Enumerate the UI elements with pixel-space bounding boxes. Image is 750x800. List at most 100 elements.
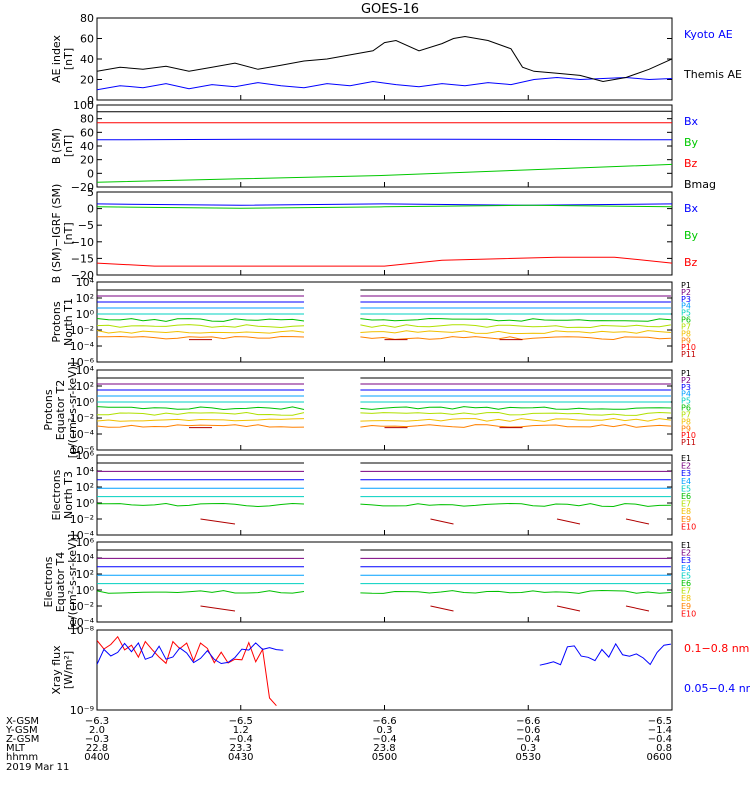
y-tick-label: 10⁻² [70, 513, 94, 526]
y-axis-label: Equator T4 [54, 552, 67, 612]
y-axis-label: B (SM)−IGRF (SM) [50, 184, 63, 284]
panel-7: 10⁻⁴ 10⁻² 10⁰ 10² 10⁴ 10⁶ Electrons Equator T4[… [42, 534, 696, 630]
y-tick-label: 10⁴ [76, 276, 95, 289]
y-tick-label: 10² [76, 481, 94, 494]
low-flux-segment [200, 605, 236, 612]
series-line-by [97, 163, 672, 183]
y-tick-label: 20 [80, 74, 94, 87]
low-flux-segment [625, 518, 650, 525]
series-line-bx [97, 203, 672, 206]
y-axis-label: [e/(cm²-s-sr-keV)] [66, 534, 79, 630]
footer-value: −0.4 [648, 734, 672, 745]
footer-value: 0.3 [520, 743, 536, 754]
panel-8: 10⁻⁹ 10⁻⁸ Xray flux [W/m²] 0.1−0.8 nm 0.05−0.… [50, 624, 750, 717]
channel-E6 [360, 589, 671, 594]
panel-frame [96, 629, 673, 711]
channel-P6 [97, 406, 305, 411]
y-tick-label: 10⁻² [70, 412, 94, 425]
legend-e1: E1 [681, 541, 691, 550]
footer-value: 0500 [372, 752, 397, 763]
series-line-bz [97, 256, 672, 267]
footer-value: −0.4 [516, 734, 540, 745]
footer-row-label: 2019 Mar 11 [6, 762, 69, 773]
legend-e8: E8 [681, 507, 691, 516]
panel-frame [96, 281, 673, 363]
channel-P6 [97, 318, 305, 322]
footer-value: 0.8 [656, 743, 672, 754]
legend-e6: E6 [681, 492, 691, 501]
channel-P8 [360, 417, 671, 422]
legend-p5: P5 [681, 397, 691, 406]
y-axis-label: AE index [50, 34, 63, 83]
y-tick-label: 10⁻⁴ [70, 340, 95, 353]
legend-p10: P10 [681, 431, 696, 440]
legend-p8: P8 [681, 417, 691, 426]
legend-e6: E6 [681, 579, 691, 588]
y-tick-label: 60 [80, 33, 94, 46]
legend-themis-ae: Themis AE [683, 68, 742, 81]
y-tick-label: 10⁻⁸ [70, 624, 95, 637]
y-tick-label: −20 [71, 269, 94, 282]
y-tick-label: 10⁴ [76, 552, 95, 565]
legend-p9: P9 [681, 424, 691, 433]
y-tick-label: −10 [71, 236, 94, 249]
y-tick-label: 10⁻⁴ [70, 616, 95, 629]
legend-p7: P7 [681, 322, 691, 331]
y-tick-label: 40 [80, 53, 94, 66]
y-tick-label: 10⁰ [76, 497, 95, 510]
legend-e4: E4 [681, 564, 691, 573]
y-tick-label: 40 [80, 140, 94, 153]
xray-red [97, 635, 277, 707]
footer-value: 0400 [84, 752, 109, 763]
y-tick-label: 10⁰ [76, 396, 95, 409]
y-tick-label: 10⁴ [76, 465, 95, 478]
footer-value: −6.6 [516, 716, 540, 727]
legend-p1: P1 [681, 369, 691, 378]
channel-P6 [360, 317, 671, 322]
low-flux-segment [625, 605, 650, 612]
y-tick-label: 5 [87, 186, 94, 199]
y-tick-label: 10² [76, 292, 94, 305]
legend-e7: E7 [681, 587, 691, 596]
y-axis-label: Xray flux [50, 645, 63, 695]
low-flux-segment [430, 518, 454, 525]
channel-P7 [360, 324, 671, 329]
footer-value: −0.4 [229, 734, 253, 745]
footer-value: 23.3 [230, 743, 252, 754]
footer-value: −1.4 [648, 725, 672, 736]
series-line-themis-ae [97, 35, 672, 83]
channel-P9 [360, 336, 671, 341]
y-tick-label: 10⁰ [76, 308, 95, 321]
legend-e3: E3 [681, 469, 691, 478]
y-tick-label: 10² [76, 380, 94, 393]
y-axis-label: [nT] [62, 222, 75, 244]
plot-area [97, 110, 672, 183]
y-axis-label: North T3 [62, 471, 75, 519]
legend-p11: P11 [681, 438, 696, 447]
legend-0-05-0-4-nm: 0.05−0.4 nm [684, 682, 750, 695]
channel-P9 [97, 335, 305, 340]
footer-value: −6.5 [648, 716, 672, 727]
y-tick-label: 10⁻⁴ [70, 529, 95, 542]
plot-area [97, 377, 671, 429]
legend-by: By [684, 229, 699, 242]
legend-bx: Bx [684, 202, 699, 215]
plot-area [97, 549, 671, 612]
legend-e5: E5 [681, 484, 691, 493]
legend-bz: Bz [684, 157, 698, 170]
y-tick-label: 20 [80, 154, 94, 167]
y-tick-label: 0 [87, 167, 94, 180]
footer-value: 22.8 [86, 743, 108, 754]
y-tick-label: 10⁻⁶ [70, 356, 95, 369]
legend-e1: E1 [681, 454, 691, 463]
legend-e3: E3 [681, 556, 691, 565]
legend-0-1-0-8-nm: 0.1−0.8 nm [684, 642, 749, 655]
legend-e9: E9 [681, 602, 691, 611]
channel-P8 [360, 330, 671, 335]
low-flux-segment [430, 605, 454, 612]
channel-P6 [360, 406, 671, 410]
